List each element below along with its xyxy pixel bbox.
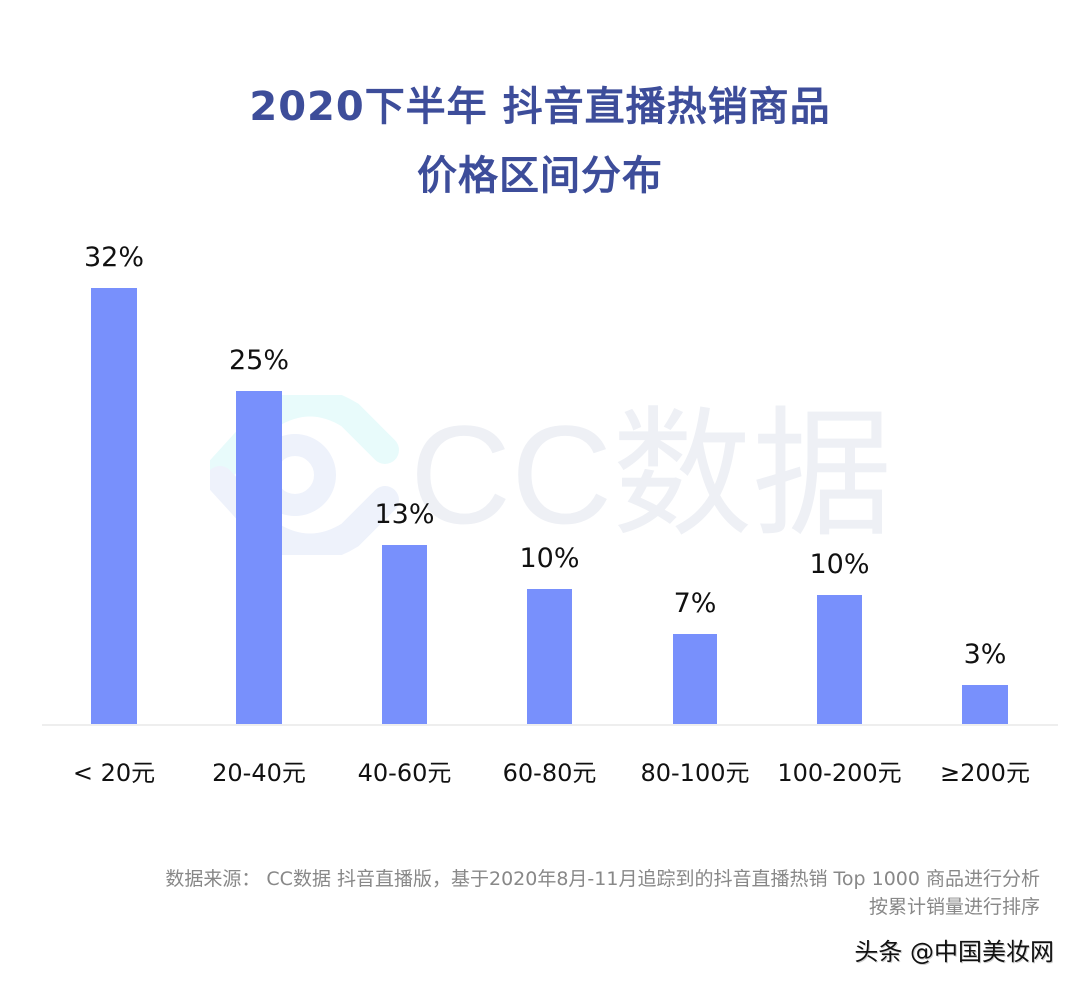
credit-watermark: 头条 @中国美妆网 [854,938,1054,966]
x-axis-line [42,724,1058,726]
x-axis-category-label: < 20元 [72,759,156,787]
bar [527,589,572,725]
bar-value-label: 10% [519,543,580,574]
x-axis-category-label: 20-40元 [212,759,306,787]
bar-value-label: 10% [809,549,870,580]
chart-title-line2: 价格区间分布 [417,153,663,199]
bar-value-label: 3% [963,639,1007,670]
bar-value-label: 7% [673,588,717,619]
watermark-text: CC数据 [410,396,893,553]
bar [673,634,717,725]
bar [962,685,1008,725]
bar [91,288,137,725]
bar-value-label: 32% [83,242,144,273]
chart-title-line1: 2020下半年 抖音直播热销商品 [249,84,831,130]
x-axis-category-label: ≥200元 [940,759,1030,787]
x-axis-category-label: 60-80元 [502,759,597,787]
bar-value-label: 25% [228,345,289,376]
bar-value-label: 13% [374,499,435,530]
x-axis-category-label: 40-60元 [357,759,452,787]
bar [382,545,427,725]
watermark: CC数据 [210,395,893,555]
x-axis-category-label: 80-100元 [640,759,750,787]
x-axis-category-label: 100-200元 [777,759,902,787]
bar [817,595,862,725]
data-source-note: 数据来源： CC数据 抖音直播版，基于2020年8月-11月追踪到的抖音直播热销… [165,865,1040,921]
source-line-1: 数据来源： CC数据 抖音直播版，基于2020年8月-11月追踪到的抖音直播热销… [165,868,1040,890]
bar [236,391,282,725]
source-line-2: 按累计销量进行排序 [868,896,1040,918]
